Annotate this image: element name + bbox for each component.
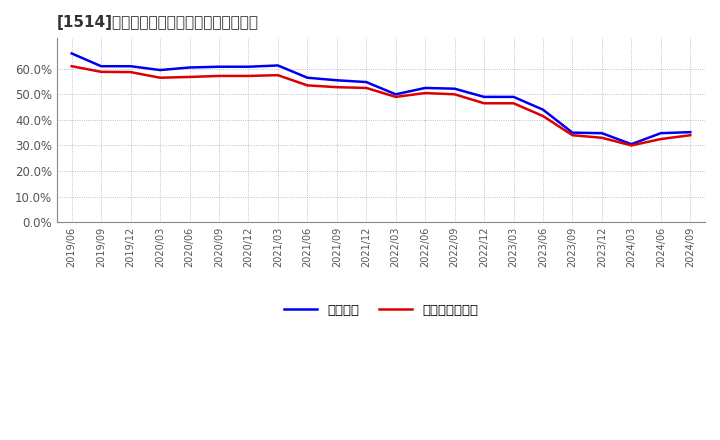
Line: 固定長期適合率: 固定長期適合率 [72,66,690,146]
固定長期適合率 [126,70,135,75]
固定比率 [244,64,253,70]
固定比率 [480,94,488,99]
固定比率 [274,63,282,68]
固定比率 [421,85,430,91]
固定比率 [568,130,577,136]
固定長期適合率 [156,75,164,81]
固定長期適合率 [333,84,341,90]
固定長期適合率 [392,94,400,99]
固定長期適合率 [68,64,76,69]
固定比率 [686,129,695,135]
固定比率 [598,131,606,136]
固定比率 [185,65,194,70]
固定比率 [68,51,76,56]
固定長期適合率 [450,92,459,97]
固定比率 [362,80,371,85]
固定長期適合率 [274,73,282,78]
固定長期適合率 [568,132,577,138]
固定比率 [539,107,547,112]
固定長期適合率 [185,74,194,80]
固定長期適合率 [539,114,547,119]
固定長期適合率 [362,85,371,91]
固定比率 [97,64,106,69]
固定長期適合率 [627,143,636,148]
固定長期適合率 [509,101,518,106]
固定長期適合率 [421,90,430,95]
固定比率 [303,75,312,81]
固定長期適合率 [303,83,312,88]
固定長期適合率 [244,73,253,79]
固定比率 [392,92,400,97]
Legend: 固定比率, 固定長期適合率: 固定比率, 固定長期適合率 [278,299,484,322]
Line: 固定比率: 固定比率 [72,53,690,144]
固定比率 [450,86,459,92]
固定比率 [627,142,636,147]
Text: [1514]　固定比率、固定長期適合率の推移: [1514] 固定比率、固定長期適合率の推移 [57,15,259,30]
固定比率 [215,64,223,70]
固定長期適合率 [598,135,606,140]
固定比率 [156,67,164,73]
固定比率 [657,131,665,136]
固定長期適合率 [686,132,695,138]
固定比率 [333,77,341,83]
固定長期適合率 [480,101,488,106]
固定長期適合率 [215,73,223,79]
固定比率 [509,94,518,99]
固定長期適合率 [657,136,665,142]
固定長期適合率 [97,69,106,74]
固定比率 [126,64,135,69]
